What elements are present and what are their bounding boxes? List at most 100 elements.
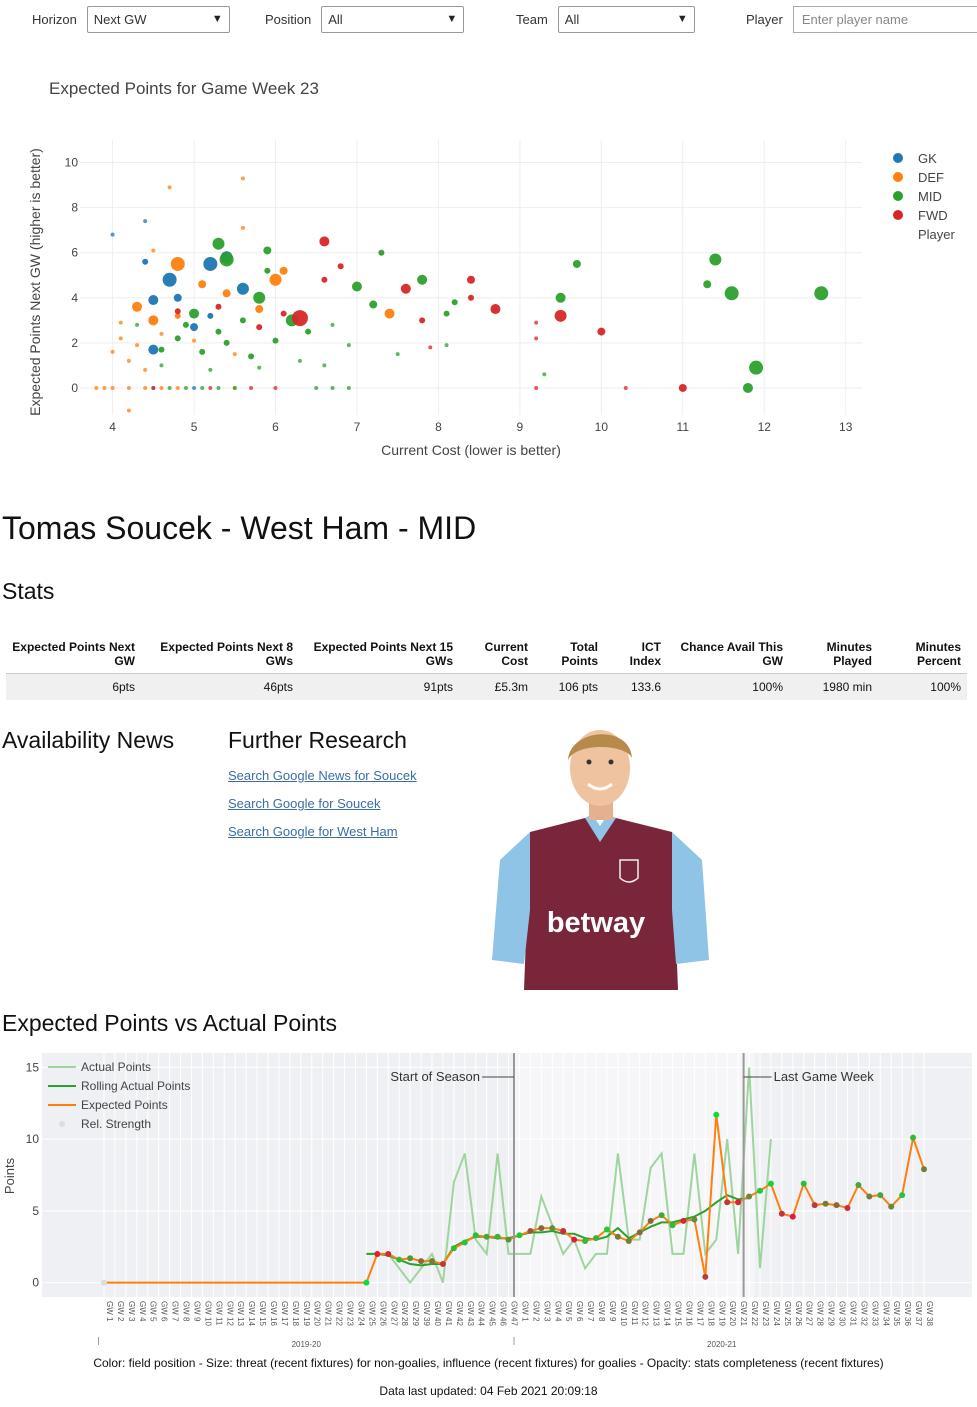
horizon-select[interactable]: Next GW ▼ <box>86 5 230 33</box>
scatter-point-fwd[interactable] <box>249 385 254 390</box>
scatter-point-gk[interactable] <box>110 232 115 237</box>
scatter-point-mid[interactable] <box>703 280 712 289</box>
rel-strength-marker[interactable] <box>472 1232 479 1239</box>
rel-strength-marker[interactable] <box>516 1232 523 1239</box>
scatter-point-mid[interactable] <box>223 339 230 346</box>
rel-strength-marker[interactable] <box>363 1279 370 1286</box>
scatter-point-def[interactable] <box>143 385 148 390</box>
scatter-point-def[interactable] <box>279 266 288 275</box>
scatter-point-mid[interactable] <box>709 253 722 266</box>
scatter-point-mid[interactable] <box>135 322 140 327</box>
scatter-point-mid[interactable] <box>305 328 312 335</box>
scatter-point-mid[interactable] <box>314 385 319 390</box>
rel-strength-marker[interactable] <box>418 1258 425 1265</box>
scatter-point-def[interactable] <box>118 320 123 325</box>
scatter-point-mid[interactable] <box>542 372 547 377</box>
rel-strength-marker[interactable] <box>888 1203 895 1210</box>
scatter-point-mid[interactable] <box>208 367 213 372</box>
scatter-point-def[interactable] <box>110 385 115 390</box>
rel-strength-marker[interactable] <box>593 1235 599 1242</box>
scatter-point-mid[interactable] <box>351 281 362 292</box>
scatter-point-mid[interactable] <box>216 385 221 390</box>
scatter-point-gk[interactable] <box>143 219 148 224</box>
scatter-point-fwd[interactable] <box>534 336 539 341</box>
scatter-point-gk[interactable] <box>207 312 214 319</box>
scatter-point-def[interactable] <box>143 367 148 372</box>
rel-strength-marker[interactable] <box>910 1134 917 1141</box>
legend-label-gk[interactable]: GK <box>918 151 937 166</box>
scatter-point-mid[interactable] <box>555 292 566 303</box>
scatter-point-def[interactable] <box>102 385 107 390</box>
scatter-point-def[interactable] <box>269 273 282 286</box>
scatter-point-mid[interactable] <box>253 291 266 304</box>
scatter-point-fwd[interactable] <box>319 236 330 247</box>
scatter-point-mid[interactable] <box>158 346 165 353</box>
expected-points-scatter-chart[interactable]: Expected Points for Game Week 23 4 5 6 7 8 9 1… <box>0 40 977 510</box>
scatter-point-def[interactable] <box>240 225 245 230</box>
scatter-point-fwd[interactable] <box>321 276 328 283</box>
scatter-point-gk[interactable] <box>236 282 249 295</box>
xp-legend-label[interactable]: Expected Points <box>81 1098 168 1112</box>
rel-strength-marker[interactable] <box>385 1250 392 1257</box>
scatter-point-def[interactable] <box>232 352 237 357</box>
scatter-point-mid[interactable] <box>263 246 272 255</box>
rel-strength-marker[interactable] <box>789 1213 796 1220</box>
scatter-point-fwd[interactable] <box>467 275 475 284</box>
rel-strength-marker[interactable] <box>549 1225 556 1232</box>
scatter-point-def[interactable] <box>94 385 99 390</box>
scatter-point-def[interactable] <box>135 343 140 348</box>
scatter-point-fwd[interactable] <box>623 385 628 390</box>
rel-strength-marker[interactable] <box>691 1216 698 1223</box>
scatter-point-def[interactable] <box>159 385 164 390</box>
rel-strength-marker[interactable] <box>822 1200 829 1207</box>
scatter-point-mid[interactable] <box>200 385 205 390</box>
rel-strength-marker[interactable] <box>658 1212 665 1219</box>
scatter-point-mid[interactable] <box>174 335 181 342</box>
legend-label-def[interactable]: DEF <box>918 170 944 185</box>
google-news-player-link[interactable]: Search Google News for Soucek <box>228 768 417 783</box>
scatter-point-fwd[interactable] <box>534 320 539 325</box>
scatter-point-mid[interactable] <box>167 385 172 390</box>
rel-strength-marker[interactable] <box>746 1193 753 1200</box>
scatter-point-mid[interactable] <box>444 343 449 348</box>
scatter-point-fwd[interactable] <box>337 263 344 270</box>
scatter-point-mid[interactable] <box>749 360 764 375</box>
scatter-point-fwd[interactable] <box>678 383 687 392</box>
rel-strength-marker[interactable] <box>429 1258 435 1265</box>
scatter-point-def[interactable] <box>192 338 197 343</box>
scatter-point-def[interactable] <box>198 280 207 289</box>
scatter-point-def[interactable] <box>148 315 159 326</box>
scatter-point-fwd[interactable] <box>490 304 501 315</box>
rel-strength-marker[interactable] <box>560 1227 567 1234</box>
rel-strength-marker[interactable] <box>757 1187 763 1194</box>
rel-strength-marker[interactable] <box>614 1233 621 1240</box>
scatter-point-def[interactable] <box>126 408 131 413</box>
scatter-point-fwd[interactable] <box>534 385 539 390</box>
scatter-point-def[interactable] <box>151 248 156 253</box>
scatter-point-mid[interactable] <box>378 249 385 256</box>
scatter-point-fwd[interactable] <box>273 385 278 390</box>
rel-strength-marker[interactable] <box>855 1182 862 1189</box>
rel-strength-marker[interactable] <box>800 1180 807 1187</box>
scatter-point-mid[interactable] <box>346 343 351 348</box>
legend-label-fwd[interactable]: FWD <box>918 208 948 223</box>
scatter-point-def[interactable] <box>384 308 395 319</box>
scatter-point-def[interactable] <box>174 312 181 319</box>
rel-strength-marker[interactable] <box>582 1238 589 1245</box>
rel-strength-marker[interactable] <box>877 1192 884 1199</box>
scatter-point-mid[interactable] <box>443 310 450 317</box>
scatter-point-mid[interactable] <box>572 259 581 268</box>
xp-legend-label[interactable]: Actual Points <box>81 1060 151 1074</box>
scatter-point-fwd[interactable] <box>419 317 426 324</box>
scatter-point-def[interactable] <box>126 358 131 363</box>
scatter-point-mid[interactable] <box>215 328 222 335</box>
google-player-link[interactable]: Search Google for Soucek <box>228 796 381 811</box>
rel-strength-marker[interactable] <box>899 1192 906 1199</box>
scatter-point-mid[interactable] <box>330 322 335 327</box>
rel-strength-marker[interactable] <box>527 1227 534 1234</box>
scatter-point-mid[interactable] <box>369 300 378 309</box>
scatter-point-fwd[interactable] <box>597 327 606 336</box>
scatter-point-fwd[interactable] <box>215 303 222 310</box>
scatter-point-fwd[interactable] <box>428 345 433 350</box>
scatter-point-def[interactable] <box>222 289 231 298</box>
